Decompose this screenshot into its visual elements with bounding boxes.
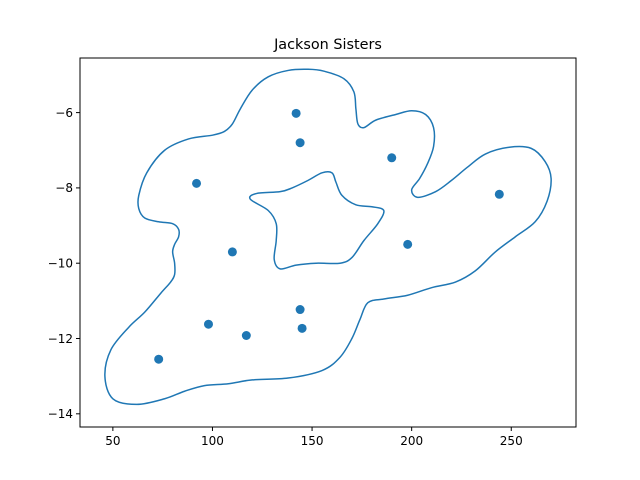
contour-lines <box>104 68 552 406</box>
chart-title: Jackson Sisters <box>273 37 382 53</box>
data-point <box>291 108 301 118</box>
data-point <box>241 331 251 340</box>
data-point <box>192 178 202 188</box>
contour-outer <box>104 68 552 406</box>
y-tick-label: −10 <box>48 257 73 271</box>
y-tick-label: −12 <box>48 332 73 346</box>
contour-inner <box>248 171 385 270</box>
y-tick-label: −6 <box>55 106 73 120</box>
x-tick-label: 150 <box>301 434 324 448</box>
y-axis-ticks: −14 −12 −10 −8 −6 <box>48 106 80 421</box>
data-point <box>227 247 237 257</box>
data-point <box>297 323 307 333</box>
data-point <box>154 354 164 364</box>
x-tick-label: 200 <box>400 434 423 448</box>
data-point <box>203 319 213 329</box>
data-point <box>295 305 305 315</box>
data-point <box>494 189 504 199</box>
y-tick-label: −14 <box>48 407 73 421</box>
data-point <box>403 239 413 249</box>
x-axis-ticks: 50 100 150 200 250 <box>105 427 523 448</box>
data-point <box>295 138 305 148</box>
data-point <box>387 153 397 163</box>
data-points <box>154 108 504 364</box>
axes-frame <box>79 57 577 428</box>
x-tick-label: 250 <box>500 434 523 448</box>
x-tick-label: 50 <box>105 434 120 448</box>
x-tick-label: 100 <box>201 434 224 448</box>
y-tick-label: −8 <box>55 181 73 195</box>
